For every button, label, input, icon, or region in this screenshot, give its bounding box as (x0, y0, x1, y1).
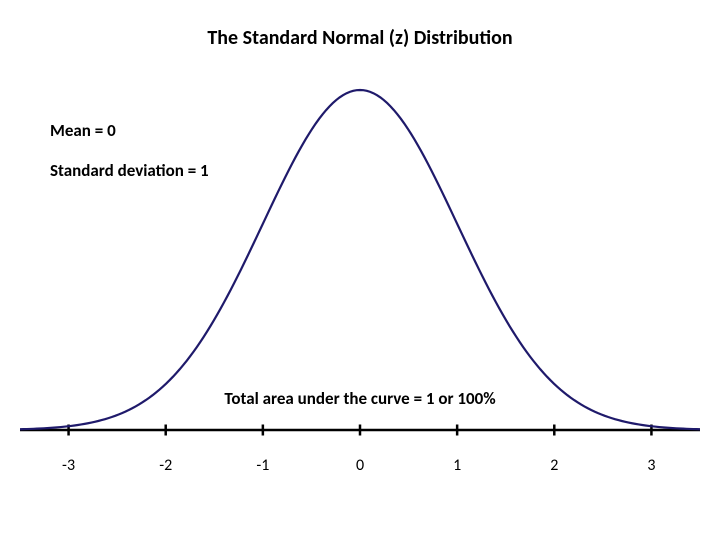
axis-tick-label: -1 (243, 456, 283, 475)
normal-curve-plot (20, 80, 700, 440)
normal-curve (20, 90, 700, 429)
chart-container: { "chart": { "type": "line", "title": "T… (0, 0, 720, 540)
axis-tick-label: -2 (146, 456, 186, 475)
chart-title: The Standard Normal (z) Distribution (0, 26, 720, 50)
axis-tick-label: 3 (631, 456, 671, 475)
axis-tick-label: 2 (534, 456, 574, 475)
axis-tick-label: -3 (49, 456, 89, 475)
axis-tick-label: 0 (340, 456, 380, 475)
axis-group (20, 425, 700, 436)
axis-tick-label: 1 (437, 456, 477, 475)
